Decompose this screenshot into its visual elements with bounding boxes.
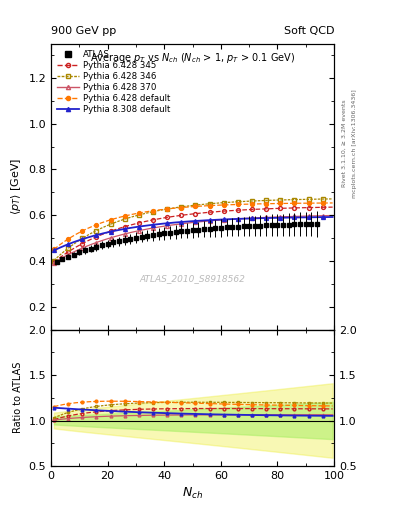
Pythia 6.428 default (227, 202, 232, 208)
Pythia 6.428 346 (88, 230, 93, 237)
Pythia 6.428 default (88, 224, 93, 230)
Pythia 6.428 346 (330, 196, 335, 202)
Pythia 6.428 346 (227, 199, 232, 205)
Pythia 6.428 370 (310, 213, 315, 219)
Pythia 6.428 370 (259, 215, 264, 221)
Line: Pythia 6.428 346: Pythia 6.428 346 (52, 197, 334, 263)
Y-axis label: $\langle p_T \rangle$ [GeV]: $\langle p_T \rangle$ [GeV] (9, 158, 23, 215)
Line: Pythia 6.428 370: Pythia 6.428 370 (52, 214, 334, 265)
Pythia 6.428 345 (51, 259, 56, 265)
Line: Pythia 8.308 default: Pythia 8.308 default (52, 215, 334, 252)
Pythia 6.428 346 (72, 241, 76, 247)
Pythia 6.428 370 (330, 212, 335, 219)
Pythia 8.308 default (295, 215, 299, 221)
Pythia 6.428 default (51, 246, 56, 252)
Pythia 6.428 370 (51, 260, 56, 266)
Pythia 8.308 default (310, 214, 315, 220)
Text: ATLAS_2010_S8918562: ATLAS_2010_S8918562 (140, 273, 246, 283)
Pythia 8.308 default (72, 239, 76, 245)
Pythia 8.308 default (227, 216, 232, 222)
Pythia 6.428 346 (295, 197, 299, 203)
Pythia 6.428 345 (227, 208, 232, 214)
Text: mcplots.cern.ch [arXiv:1306.3436]: mcplots.cern.ch [arXiv:1306.3436] (352, 89, 357, 198)
Legend: ATLAS, Pythia 6.428 345, Pythia 6.428 346, Pythia 6.428 370, Pythia 6.428 defaul: ATLAS, Pythia 6.428 345, Pythia 6.428 34… (55, 48, 172, 116)
Pythia 6.428 default (310, 200, 315, 206)
Pythia 6.428 345 (330, 204, 335, 210)
Pythia 6.428 346 (310, 196, 315, 202)
Pythia 6.428 345 (259, 206, 264, 212)
Pythia 6.428 370 (227, 216, 232, 222)
Pythia 8.308 default (330, 214, 335, 220)
Pythia 8.308 default (88, 233, 93, 240)
Y-axis label: Ratio to ATLAS: Ratio to ATLAS (13, 362, 23, 434)
Text: Soft QCD: Soft QCD (284, 26, 334, 36)
Pythia 6.428 370 (88, 242, 93, 248)
Pythia 6.428 370 (295, 213, 299, 219)
X-axis label: $N_{ch}$: $N_{ch}$ (182, 486, 203, 501)
Pythia 6.428 345 (310, 204, 315, 210)
Pythia 6.428 370 (72, 249, 76, 255)
Pythia 6.428 346 (51, 258, 56, 264)
Pythia 6.428 default (330, 200, 335, 206)
Line: Pythia 6.428 default: Pythia 6.428 default (52, 201, 334, 251)
Pythia 6.428 345 (72, 245, 76, 251)
Pythia 8.308 default (259, 215, 264, 221)
Pythia 6.428 346 (259, 198, 264, 204)
Pythia 6.428 default (295, 200, 299, 206)
Text: 900 GeV pp: 900 GeV pp (51, 26, 116, 36)
Pythia 6.428 default (259, 201, 264, 207)
Text: Average $p_T$ vs $N_{ch}$ ($N_{ch}$ > 1, $p_T$ > 0.1 GeV): Average $p_T$ vs $N_{ch}$ ($N_{ch}$ > 1,… (90, 51, 295, 65)
Pythia 6.428 345 (88, 237, 93, 243)
Text: Rivet 3.1.10, ≥ 3.2M events: Rivet 3.1.10, ≥ 3.2M events (342, 99, 347, 187)
Pythia 8.308 default (51, 247, 56, 253)
Pythia 6.428 345 (295, 205, 299, 211)
Line: Pythia 6.428 345: Pythia 6.428 345 (52, 205, 334, 264)
Pythia 6.428 default (72, 232, 76, 239)
